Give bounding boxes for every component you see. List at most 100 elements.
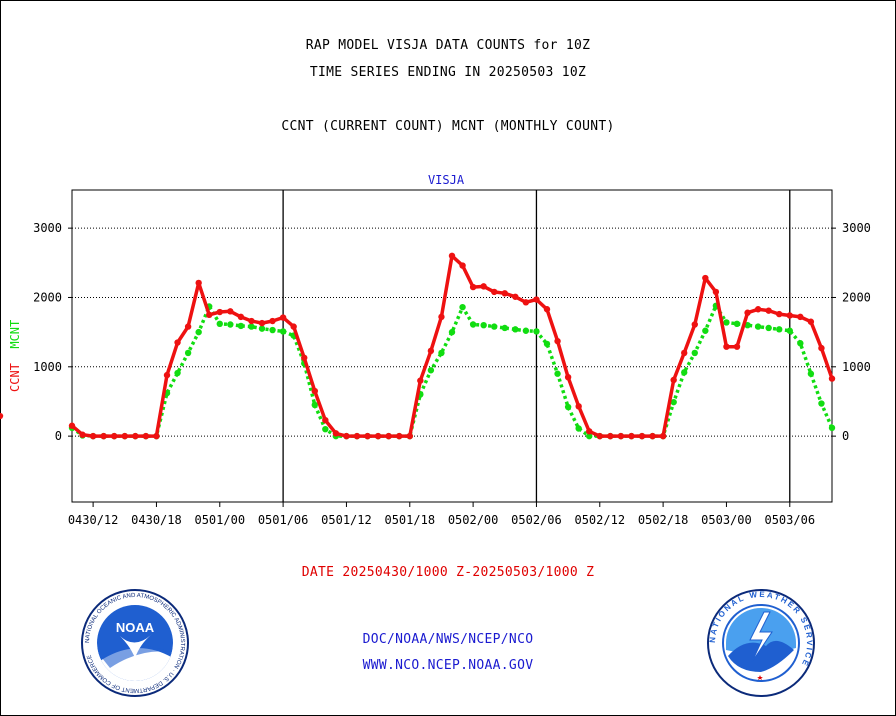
data-point-ccnt [68, 422, 76, 429]
data-point-mcnt [586, 432, 593, 440]
data-point-mcnt [522, 327, 530, 334]
date-range-label: DATE 20250430/1000 Z-20250503/1000 Z [301, 565, 595, 580]
data-point-ccnt [744, 309, 751, 316]
data-point-ccnt [290, 323, 297, 330]
data-point-ccnt [554, 337, 561, 345]
data-point-ccnt [723, 343, 730, 350]
data-point-ccnt [153, 432, 160, 440]
chart-subtitle: CCNT (CURRENT COUNT) MCNT (MONTHLY COUNT… [281, 119, 615, 134]
data-point-ccnt [258, 319, 266, 327]
data-point-ccnt [575, 403, 582, 410]
data-point-ccnt [649, 432, 656, 440]
y-tick-label-left: 0 [55, 429, 62, 443]
y-tick-label-right: 1000 [842, 360, 871, 374]
y-tick-label-right: 0 [842, 429, 849, 443]
data-point-ccnt [364, 432, 371, 440]
data-point-mcnt [248, 323, 255, 330]
data-point-ccnt [628, 432, 635, 440]
data-point-mcnt [216, 320, 223, 328]
data-point-ccnt [438, 313, 445, 321]
data-point-mcnt [480, 322, 487, 329]
data-point-mcnt [765, 324, 772, 332]
data-point-ccnt [533, 296, 540, 303]
noaa-logo-text: NOAA [116, 620, 155, 635]
plot-axes [71, 189, 833, 503]
panel-title: VISJA [428, 173, 465, 187]
data-point-mcnt [512, 326, 519, 333]
data-point-ccnt [702, 274, 709, 282]
data-point-ccnt [586, 428, 593, 435]
data-point-mcnt [501, 324, 508, 332]
data-point-ccnt [311, 387, 318, 395]
chart-title-line1: RAP MODEL VISJA DATA COUNTS for 10Z [305, 38, 591, 53]
data-point-ccnt [206, 311, 213, 318]
data-point-mcnt [195, 328, 202, 336]
data-point-mcnt [543, 340, 551, 348]
data-point-ccnt [776, 310, 783, 318]
x-tick-label: 0430/18 [131, 513, 182, 527]
data-point-mcnt [184, 349, 192, 357]
x-tick-label: 0430/12 [68, 513, 119, 527]
data-point-ccnt [237, 313, 245, 321]
data-point-ccnt [142, 432, 150, 440]
series-line-ccnt [70, 254, 834, 438]
data-point-ccnt [607, 432, 614, 440]
data-point-ccnt [807, 318, 815, 325]
data-point-ccnt [459, 262, 466, 269]
data-point-mcnt [459, 303, 466, 311]
data-point-ccnt [427, 347, 435, 355]
data-point-mcnt [322, 426, 329, 433]
y-axis-label-ccnt: CCNT [8, 363, 22, 392]
data-point-ccnt [659, 432, 667, 440]
data-point-mcnt [702, 327, 709, 334]
data-point-mcnt [776, 326, 783, 333]
x-tick-label: 0502/18 [638, 513, 689, 527]
data-point-ccnt [786, 312, 793, 319]
data-point-ccnt [385, 432, 392, 440]
data-point-mcnt [733, 320, 741, 328]
data-point-ccnt [512, 293, 519, 300]
data-point-ccnt [596, 432, 603, 440]
plot-border [71, 189, 833, 503]
x-tick-label: 0501/12 [321, 513, 372, 527]
y-axis-label: CCNT MCNT [8, 320, 22, 392]
data-point-ccnt [670, 376, 677, 384]
doc-link-text: DOC/NOAA/NWS/NCEP/NCO [362, 632, 534, 647]
y-axis-label-mcnt: MCNT [8, 319, 22, 349]
data-point-ccnt [322, 416, 329, 424]
data-point-ccnt [564, 374, 572, 381]
data-point-mcnt [754, 323, 762, 330]
data-point-ccnt [522, 299, 530, 306]
data-point-ccnt [448, 252, 456, 260]
data-point-ccnt [681, 349, 688, 357]
data-point-ccnt [765, 307, 772, 314]
data-point-ccnt [353, 432, 361, 440]
data-point-mcnt [564, 403, 572, 411]
data-point-ccnt [543, 306, 551, 313]
x-tick-label: 0502/12 [574, 513, 625, 527]
y-tick-label-left: 2000 [33, 290, 62, 304]
data-point-mcnt [828, 424, 836, 432]
data-point-mcnt [554, 370, 561, 377]
data-point-mcnt [258, 325, 266, 332]
data-point-ccnt [469, 283, 477, 291]
data-point-ccnt [691, 321, 698, 328]
data-point-mcnt [807, 370, 815, 377]
y-tick-label-left: 3000 [33, 221, 62, 235]
data-point-mcnt [237, 322, 245, 330]
data-point-ccnt [332, 430, 340, 437]
data-point-mcnt [533, 328, 540, 335]
data-point-mcnt [681, 369, 688, 376]
data-point-ccnt [374, 432, 382, 440]
data-point-ccnt [712, 288, 720, 296]
data-point-mcnt [311, 401, 318, 409]
data-point-ccnt [121, 432, 128, 440]
data-point-mcnt [691, 349, 698, 357]
x-tick-label: 0501/06 [258, 513, 309, 527]
data-point-mcnt [786, 327, 793, 334]
data-point-ccnt [733, 343, 741, 350]
x-tick-label: 0501/18 [384, 513, 435, 527]
data-point-ccnt [797, 313, 804, 321]
y-tick-label-right: 2000 [842, 290, 871, 304]
